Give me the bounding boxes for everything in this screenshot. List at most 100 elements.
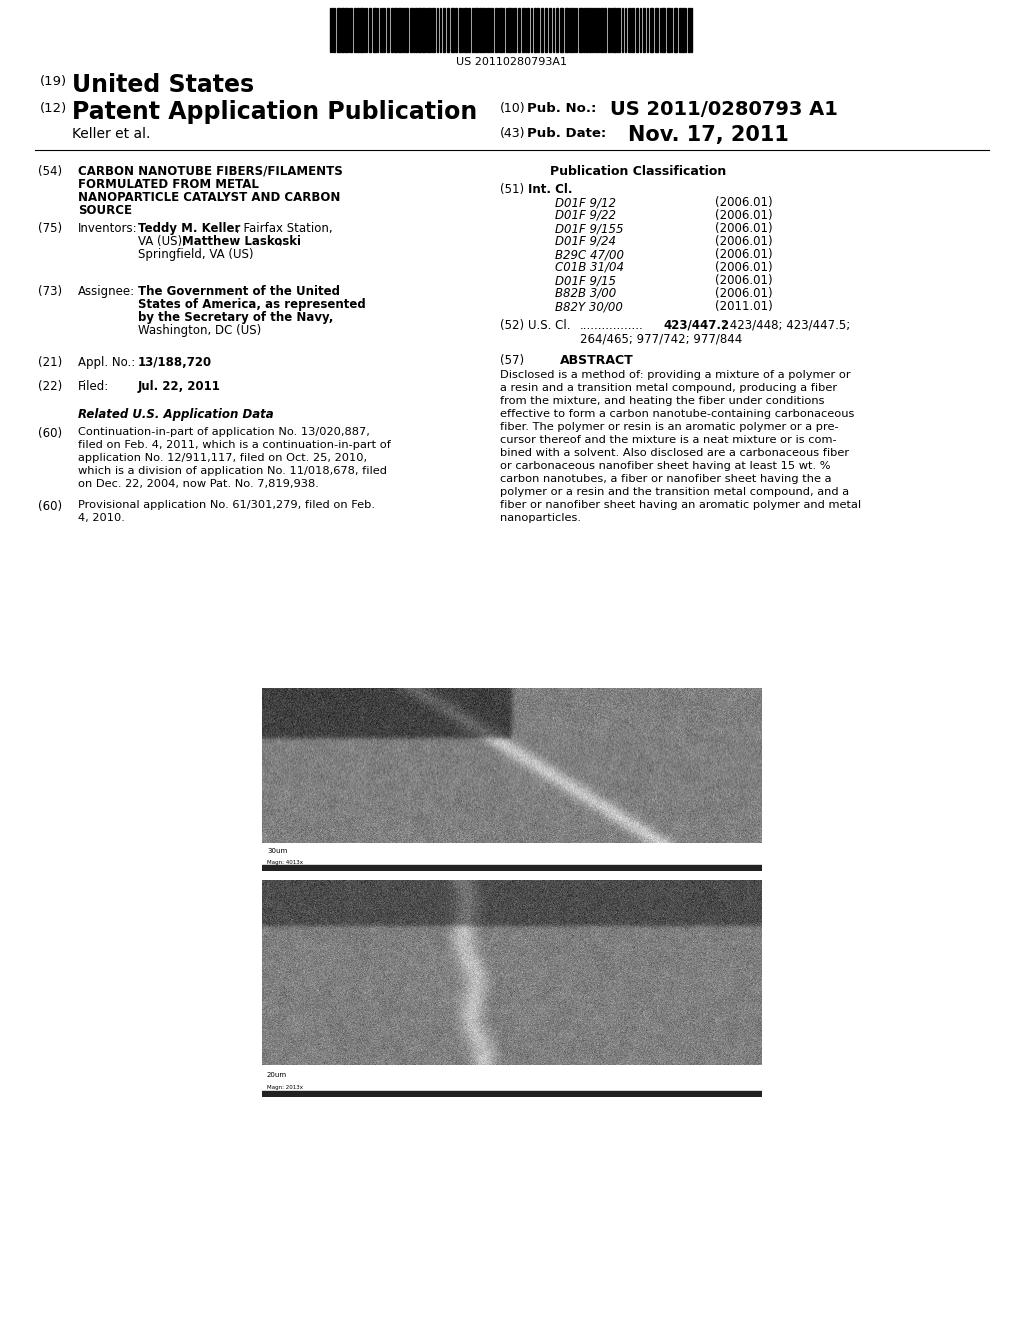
Text: Provisional application No. 61/301,279, filed on Feb.: Provisional application No. 61/301,279, …	[78, 500, 375, 510]
Text: Jul. 22, 2011: Jul. 22, 2011	[138, 380, 221, 393]
Bar	[632, 8, 634, 51]
Text: Teddy M. Keller: Teddy M. Keller	[138, 222, 241, 235]
Text: (10): (10)	[500, 102, 525, 115]
Text: B82Y 30/00: B82Y 30/00	[555, 300, 623, 313]
Bar	[565, 8, 568, 51]
Bar	[527, 8, 529, 51]
Text: from the mixture, and heating the fiber under conditions: from the mixture, and heating the fiber …	[500, 396, 824, 407]
Text: (43): (43)	[500, 127, 525, 140]
Text: D01F 9/24: D01F 9/24	[555, 235, 616, 248]
Text: nanoparticles.: nanoparticles.	[500, 513, 581, 523]
Text: .................: .................	[580, 319, 644, 333]
Bar	[455, 8, 457, 51]
Text: carbon nanotubes, a fiber or nanofiber sheet having the a: carbon nanotubes, a fiber or nanofiber s…	[500, 474, 831, 484]
Bar	[415, 8, 417, 51]
Text: (2006.01): (2006.01)	[715, 248, 773, 261]
Bar	[443, 8, 445, 51]
Bar	[662, 8, 665, 51]
Bar	[337, 8, 340, 51]
Bar	[541, 8, 543, 51]
Text: (2006.01): (2006.01)	[715, 235, 773, 248]
Bar	[613, 8, 616, 51]
Text: which is a division of application No. 11/018,678, filed: which is a division of application No. 1…	[78, 466, 387, 477]
Text: 13/188,720: 13/188,720	[138, 356, 212, 370]
Bar	[688, 8, 690, 51]
Bar	[667, 8, 670, 51]
Text: The Government of the United: The Government of the United	[138, 285, 340, 298]
Bar	[357, 8, 359, 51]
Bar	[508, 8, 511, 51]
Text: (54): (54)	[38, 165, 62, 178]
Bar	[394, 8, 397, 51]
Text: Publication Classification: Publication Classification	[550, 165, 726, 178]
Bar	[534, 8, 536, 51]
Text: Keller et al.: Keller et al.	[72, 127, 151, 141]
Text: (60): (60)	[38, 500, 62, 513]
Text: Int. Cl.: Int. Cl.	[528, 183, 572, 195]
Bar	[428, 8, 430, 51]
Text: D01F 9/22: D01F 9/22	[555, 209, 616, 222]
Text: US 2011/0280793 A1: US 2011/0280793 A1	[610, 100, 838, 119]
Text: Appl. No.:: Appl. No.:	[78, 356, 135, 370]
Text: fiber. The polymer or resin is an aromatic polymer or a pre-: fiber. The polymer or resin is an aromat…	[500, 422, 839, 432]
Text: (73): (73)	[38, 285, 62, 298]
Bar	[482, 8, 484, 51]
Text: 4, 2010.: 4, 2010.	[78, 513, 125, 523]
Text: effective to form a carbon nanotube-containing carbonaceous: effective to form a carbon nanotube-cont…	[500, 409, 854, 418]
Text: B82B 3/00: B82B 3/00	[555, 286, 616, 300]
Bar	[345, 8, 347, 51]
Bar	[583, 8, 585, 51]
Bar	[596, 8, 598, 51]
Text: (19): (19)	[40, 75, 68, 88]
Text: U.S. Cl.: U.S. Cl.	[528, 319, 570, 333]
Bar	[451, 8, 454, 51]
Text: a resin and a transition metal compound, producing a fiber: a resin and a transition metal compound,…	[500, 383, 838, 393]
Bar	[447, 8, 449, 51]
Text: ,: ,	[278, 235, 282, 248]
Bar	[500, 8, 502, 51]
Bar	[589, 8, 591, 51]
Bar	[459, 8, 461, 51]
Bar	[472, 8, 474, 51]
Bar	[601, 8, 603, 51]
Text: fiber or nanofiber sheet having an aromatic polymer and metal: fiber or nanofiber sheet having an aroma…	[500, 500, 861, 510]
Bar	[468, 8, 470, 51]
Bar	[674, 8, 677, 51]
Text: Patent Application Publication: Patent Application Publication	[72, 100, 477, 124]
Bar	[354, 8, 356, 51]
Bar	[643, 8, 645, 51]
Bar	[549, 8, 551, 51]
Bar	[682, 8, 684, 51]
Text: (52): (52)	[500, 319, 524, 333]
Bar	[571, 8, 573, 51]
Text: (12): (12)	[40, 102, 68, 115]
Bar	[518, 8, 520, 51]
Text: US 20110280793A1: US 20110280793A1	[457, 57, 567, 67]
Text: United States: United States	[72, 73, 254, 96]
Bar	[418, 8, 421, 51]
Bar	[636, 8, 638, 51]
Bar	[391, 8, 393, 51]
Text: 423/447.2: 423/447.2	[663, 319, 729, 333]
Bar	[262, 1092, 762, 1097]
Bar	[422, 8, 425, 51]
Text: (75): (75)	[38, 222, 62, 235]
Text: (60): (60)	[38, 426, 62, 440]
Text: D01F 9/155: D01F 9/155	[555, 222, 624, 235]
Text: Washington, DC (US): Washington, DC (US)	[138, 323, 261, 337]
Bar	[579, 8, 582, 51]
Text: C01B 31/04: C01B 31/04	[555, 261, 624, 275]
Text: cursor thereof and the mixture is a neat mixture or is com-: cursor thereof and the mixture is a neat…	[500, 436, 837, 445]
Text: bined with a solvent. Also disclosed are a carbonaceous fiber: bined with a solvent. Also disclosed are…	[500, 447, 849, 458]
Text: Disclosed is a method of: providing a mixture of a polymer or: Disclosed is a method of: providing a mi…	[500, 370, 851, 380]
Bar	[604, 8, 606, 51]
Text: (51): (51)	[500, 183, 524, 195]
Bar	[464, 8, 467, 51]
Bar	[487, 8, 489, 51]
Text: Pub. Date:: Pub. Date:	[527, 127, 606, 140]
Text: (2006.01): (2006.01)	[715, 222, 773, 235]
Bar	[373, 8, 376, 51]
Text: by the Secretary of the Navy,: by the Secretary of the Navy,	[138, 312, 334, 323]
Text: (2011.01): (2011.01)	[715, 300, 773, 313]
Text: polymer or a resin and the transition metal compound, and a: polymer or a resin and the transition me…	[500, 487, 849, 498]
